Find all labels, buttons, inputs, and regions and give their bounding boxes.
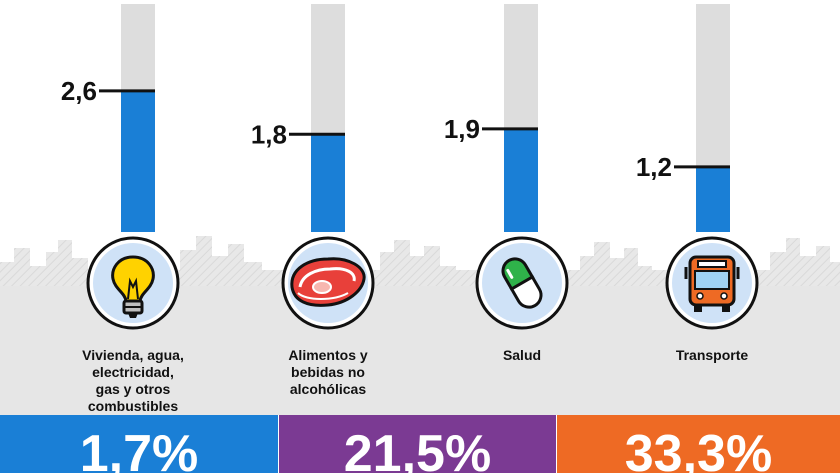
bottom-box-orange: 33,3% — [557, 415, 840, 473]
bar-transporte — [696, 166, 730, 232]
bar-salud — [504, 128, 538, 232]
bar-vivienda — [121, 90, 155, 232]
pill-capsule-icon — [475, 236, 569, 330]
meat-steak-icon — [281, 236, 375, 330]
bar-alimentos — [311, 134, 345, 232]
value-label-transporte: 1,2 — [636, 152, 672, 182]
skyline-background — [0, 236, 840, 415]
category-label-alimentos: Alimentos y bebidas no alcohólicas — [288, 347, 368, 397]
value-label-vivienda: 2,6 — [61, 76, 97, 106]
bus-icon — [665, 236, 759, 330]
light-bulb-icon — [86, 236, 180, 330]
category-label-transporte: Transporte — [675, 347, 749, 363]
category-label-vivienda: Vivienda, agua, electricidad, gas y otro… — [82, 347, 184, 414]
bottom-box-blue: 1,7% — [0, 415, 278, 473]
category-label-salud: Salud — [502, 347, 542, 363]
value-label-salud: 1,9 — [444, 114, 480, 144]
bottom-box-purple: 21,5% — [279, 415, 556, 473]
value-label-alimentos: 1,8 — [251, 119, 287, 149]
